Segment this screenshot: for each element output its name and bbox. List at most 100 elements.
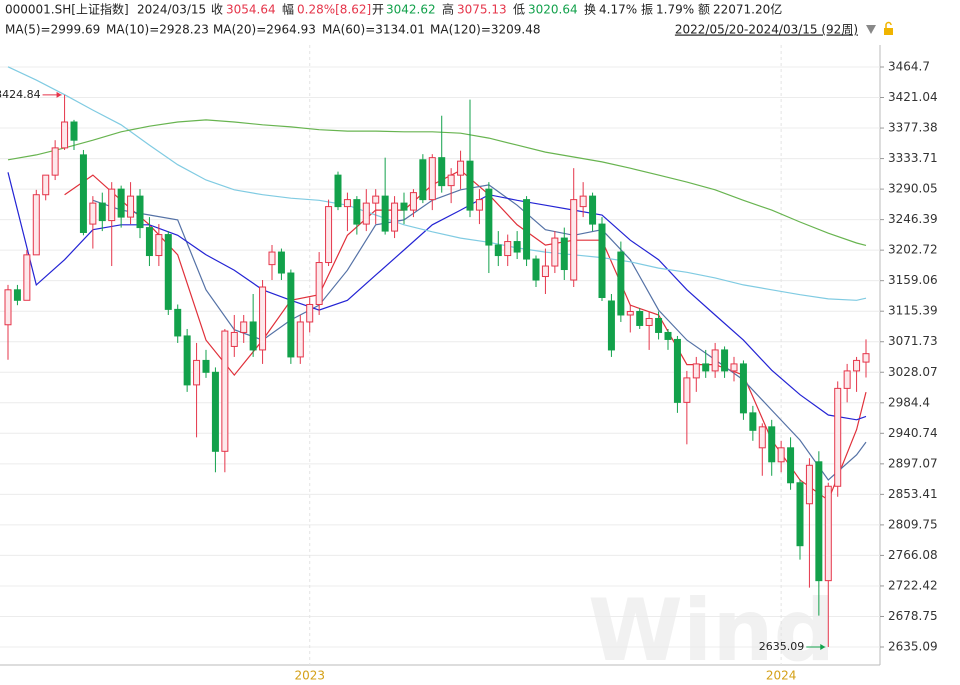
lock-icon[interactable] bbox=[884, 28, 893, 35]
y-tick-label: 3333.71 bbox=[888, 151, 938, 165]
candle-body bbox=[240, 321, 248, 333]
candle-body bbox=[249, 321, 257, 351]
field-label: 低 bbox=[513, 3, 525, 17]
y-tick-label: 3421.04 bbox=[888, 90, 938, 104]
field-value: 22071.20亿 bbox=[713, 2, 782, 17]
candle-body bbox=[673, 338, 681, 403]
candle-body bbox=[645, 317, 653, 326]
candle-body bbox=[174, 308, 182, 337]
candle-body bbox=[636, 310, 644, 326]
candle-body bbox=[692, 363, 700, 379]
candle-body bbox=[419, 159, 427, 201]
candle-body bbox=[768, 426, 776, 463]
y-tick-label: 2940.74 bbox=[888, 426, 938, 440]
candle-body bbox=[730, 363, 738, 372]
y-tick-label: 3290.05 bbox=[888, 182, 938, 196]
candle-body bbox=[853, 359, 861, 372]
x-tick-label: 2024 bbox=[766, 669, 797, 683]
ma-line bbox=[7, 66, 867, 301]
lock-shackle bbox=[885, 21, 892, 28]
ma-line bbox=[7, 119, 867, 246]
candle-body bbox=[287, 272, 295, 358]
candle-body bbox=[466, 160, 474, 211]
field-label: 开 bbox=[372, 3, 384, 17]
candle-body bbox=[202, 359, 210, 373]
candle-body bbox=[183, 335, 191, 386]
candle-body bbox=[683, 377, 691, 403]
candle-body bbox=[560, 237, 568, 271]
candle-body bbox=[739, 363, 747, 414]
watermark: Wind bbox=[588, 581, 835, 681]
field-value: 3020.64 bbox=[528, 3, 578, 17]
candle-body bbox=[51, 147, 59, 176]
candle-body bbox=[721, 349, 729, 372]
candle-body bbox=[617, 251, 625, 316]
legend-entry: MA(120)=3209.48 bbox=[430, 23, 541, 37]
candle-body bbox=[372, 195, 380, 204]
dropdown-icon[interactable] bbox=[866, 25, 876, 34]
candle-body bbox=[391, 202, 399, 232]
candle-body bbox=[32, 194, 40, 256]
candle-body bbox=[626, 310, 634, 316]
field-value: 4.17% bbox=[599, 3, 637, 17]
annotation: 2635.09 bbox=[759, 640, 805, 653]
candle-body bbox=[532, 258, 540, 281]
candle-body bbox=[89, 202, 97, 225]
candle-body bbox=[268, 251, 276, 266]
candle-body bbox=[428, 157, 436, 201]
y-tick-label: 2853.41 bbox=[888, 487, 938, 501]
y-tick-label: 3202.72 bbox=[888, 243, 938, 257]
candle-body bbox=[711, 349, 719, 372]
candle-body bbox=[164, 234, 172, 310]
candle-body bbox=[409, 192, 417, 211]
candle-body bbox=[306, 303, 314, 323]
candle-body bbox=[475, 199, 483, 211]
y-tick-label: 2635.09 bbox=[888, 640, 938, 654]
date: 2024/03/15 bbox=[137, 3, 206, 17]
y-tick-label: 2722.42 bbox=[888, 578, 938, 592]
ma-line bbox=[7, 172, 867, 421]
candle-body bbox=[664, 331, 672, 340]
candle-body bbox=[343, 199, 351, 208]
candle-body bbox=[193, 359, 201, 386]
candle-body bbox=[834, 387, 842, 487]
candle-body bbox=[796, 482, 804, 547]
y-tick-label: 3246.39 bbox=[888, 212, 938, 226]
legend-entry: MA(60)=3134.01 bbox=[322, 23, 425, 37]
candle-body bbox=[315, 262, 323, 305]
field-label: 振 bbox=[641, 3, 653, 17]
candle-body bbox=[400, 202, 408, 211]
candle-body bbox=[98, 202, 106, 222]
y-tick-label: 3115.39 bbox=[888, 304, 938, 318]
candle-body bbox=[211, 371, 219, 452]
candle-body bbox=[108, 188, 116, 222]
candle-body bbox=[843, 370, 851, 389]
code: 000001.SH[上证指数] bbox=[5, 2, 129, 17]
range[interactable]: 2022/05/20-2024/03/15 (92周) bbox=[675, 23, 858, 37]
candle-body bbox=[381, 195, 389, 232]
field-value: 1.79% bbox=[656, 3, 694, 17]
candle-body bbox=[438, 157, 446, 187]
y-tick-label: 3377.38 bbox=[888, 121, 938, 135]
candle-body bbox=[777, 447, 785, 463]
candle-body bbox=[127, 195, 135, 218]
candle-body bbox=[598, 223, 606, 298]
candle-body bbox=[277, 251, 285, 274]
candle-body bbox=[607, 300, 615, 351]
candle-body bbox=[334, 174, 342, 208]
candle-body bbox=[824, 485, 832, 582]
candle-body bbox=[589, 195, 597, 225]
field-value: 3075.13 bbox=[457, 3, 507, 17]
candle-body bbox=[504, 241, 512, 257]
candle-body bbox=[494, 244, 502, 257]
candle-body bbox=[23, 254, 31, 301]
y-tick-label: 2766.08 bbox=[888, 548, 938, 562]
y-tick-label: 2897.07 bbox=[888, 456, 938, 470]
candle-body bbox=[541, 265, 549, 278]
candle-body bbox=[353, 199, 361, 225]
candle-body bbox=[702, 363, 710, 372]
candle-body bbox=[70, 121, 78, 141]
field-label: 幅 bbox=[282, 2, 294, 17]
candle-body bbox=[758, 426, 766, 449]
